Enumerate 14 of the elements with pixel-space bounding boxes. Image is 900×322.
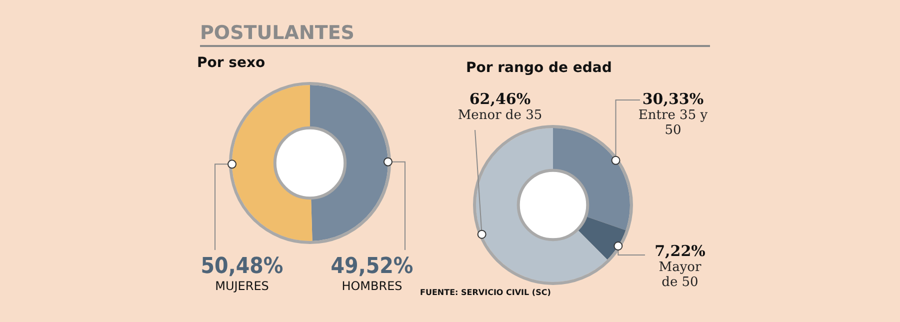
source-note: FUENTE: SERVICIO CIVIL (SC) bbox=[420, 288, 551, 297]
data-label: 49,52% bbox=[330, 254, 414, 279]
data-label: 50,48% bbox=[200, 254, 284, 279]
chart-subtitle: Por rango de edad bbox=[466, 60, 612, 76]
slice-label: Menor de 35 bbox=[456, 108, 544, 123]
slice-label: HOMBRES bbox=[342, 279, 402, 293]
slice-label: Entre 35 y 50 bbox=[638, 108, 708, 138]
data-label: 62,46% bbox=[468, 90, 532, 108]
slice-label: Mayor de 50 bbox=[658, 260, 702, 290]
slice-label: MUJERES bbox=[214, 279, 270, 293]
chart-title: POSTULANTES bbox=[200, 22, 710, 47]
data-label: 30,33% bbox=[641, 90, 705, 108]
chart-subtitle: Por sexo bbox=[197, 55, 266, 71]
data-label: 7,22% bbox=[654, 242, 706, 260]
